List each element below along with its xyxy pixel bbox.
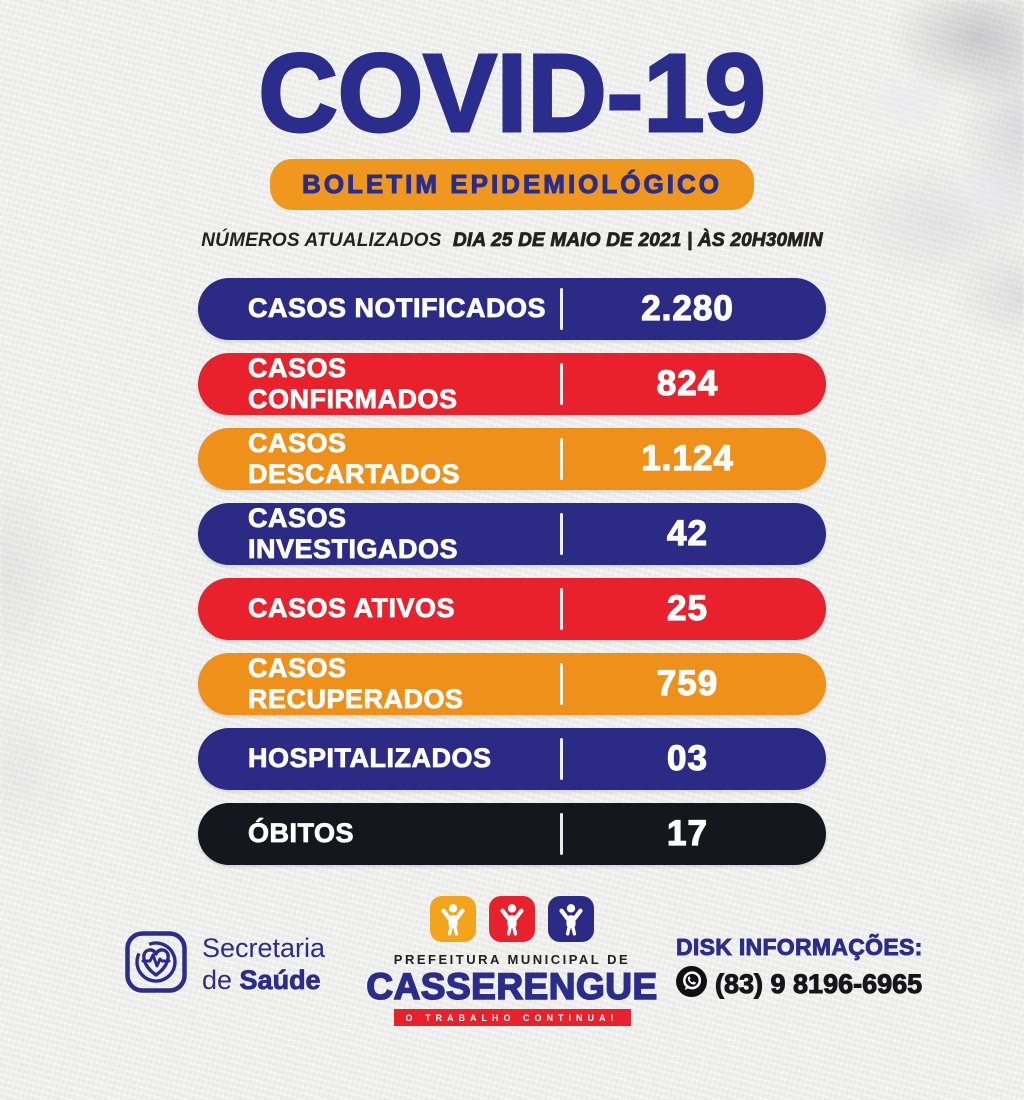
- disk-title: DISK INFORMAÇÕES:: [676, 934, 923, 961]
- disk-phone-number: (83) 9 8196-6965: [714, 968, 923, 999]
- stat-value: 03: [666, 738, 708, 778]
- page-title: COVID-19: [257, 32, 767, 155]
- stats-list: CASOS NOTIFICADOS 2.280 CASOS CONFIRMADO…: [198, 277, 826, 865]
- subtitle-badge: BOLETIM EPIDEMIOLÓGICO: [270, 158, 754, 210]
- stat-label: HOSPITALIZADOS: [248, 743, 492, 774]
- stat-label: CASOS NOTIFICADOS: [248, 293, 547, 324]
- prefeitura-logo: PREFEITURA MUNICIPAL DE CASSERENGUE O TR…: [362, 896, 662, 1026]
- divider: [560, 512, 563, 555]
- prefeitura-name: CASSERENGUE: [366, 966, 658, 1007]
- people-icon: [430, 896, 476, 942]
- secretaria-text: Secretaria de Saúde: [202, 933, 325, 995]
- stat-label: CASOS CONFIRMADOS: [248, 352, 458, 414]
- paper-texture: [0, 420, 220, 920]
- secretaria-line1: Secretaria: [202, 933, 326, 964]
- header: COVID-19 BOLETIM EPIDEMIOLÓGICO NÚMEROS …: [0, 0, 1024, 252]
- stat-row-casos-notificados: CASOS NOTIFICADOS 2.280: [198, 277, 826, 340]
- update-prefix: NÚMEROS ATUALIZADOS: [201, 229, 442, 251]
- stat-label: CASOS INVESTIGADOS: [248, 502, 459, 564]
- stat-value: 25: [666, 588, 708, 628]
- divider: [560, 812, 563, 855]
- stat-label: CASOS DESCARTADOS: [248, 427, 461, 489]
- people-icons: [362, 896, 662, 942]
- health-heart-pulse-icon: [124, 930, 188, 999]
- people-icon: [548, 896, 594, 942]
- divider: [560, 737, 563, 780]
- divider: [560, 362, 563, 405]
- prefeitura-line1: PREFEITURA MUNICIPAL DE: [393, 952, 631, 967]
- stat-row-casos-recuperados: CASOS RECUPERADOS 759: [198, 652, 826, 715]
- secretaria-line2: de Saúde: [202, 964, 321, 995]
- stat-row-hospitalizados: HOSPITALIZADOS 03: [198, 727, 826, 790]
- divider: [560, 437, 563, 480]
- stat-value: 2.280: [641, 288, 734, 328]
- stat-value: 17: [666, 813, 708, 853]
- secretaria-saude-logo: Secretaria de Saúde: [124, 930, 325, 999]
- divider: [560, 287, 563, 330]
- disk-info-block: DISK INFORMAÇÕES: (83) 9 8196-6965: [676, 934, 923, 1002]
- stat-label: CASOS RECUPERADOS: [248, 652, 464, 714]
- stat-row-casos-confirmados: CASOS CONFIRMADOS 824: [198, 352, 826, 415]
- divider: [560, 662, 563, 705]
- update-date: DIA 25 DE MAIO DE 2021 | ÀS 20H30MIN: [452, 229, 823, 251]
- stat-value: 759: [656, 663, 719, 703]
- stat-label: ÓBITOS: [248, 818, 355, 849]
- stat-row-casos-investigados: CASOS INVESTIGADOS 42: [198, 502, 826, 565]
- stat-label: CASOS ATIVOS: [248, 593, 456, 624]
- divider: [560, 587, 563, 630]
- update-line: NÚMEROS ATUALIZADOS DIA 25 DE MAIO DE 20…: [0, 229, 1024, 252]
- stat-row-casos-descartados: CASOS DESCARTADOS 1.124: [198, 427, 826, 490]
- people-icon: [489, 896, 535, 942]
- disk-phone-row: (83) 9 8196-6965: [676, 966, 923, 1002]
- stat-value: 1.124: [641, 438, 734, 478]
- whatsapp-icon: [676, 966, 707, 1002]
- stat-value: 824: [656, 363, 719, 403]
- stat-row-casos-ativos: CASOS ATIVOS 25: [198, 577, 826, 640]
- stat-row-obitos: ÓBITOS 17: [198, 802, 826, 865]
- stat-value: 42: [666, 513, 708, 553]
- prefeitura-tagline: O TRABALHO CONTINUA!: [393, 1009, 631, 1026]
